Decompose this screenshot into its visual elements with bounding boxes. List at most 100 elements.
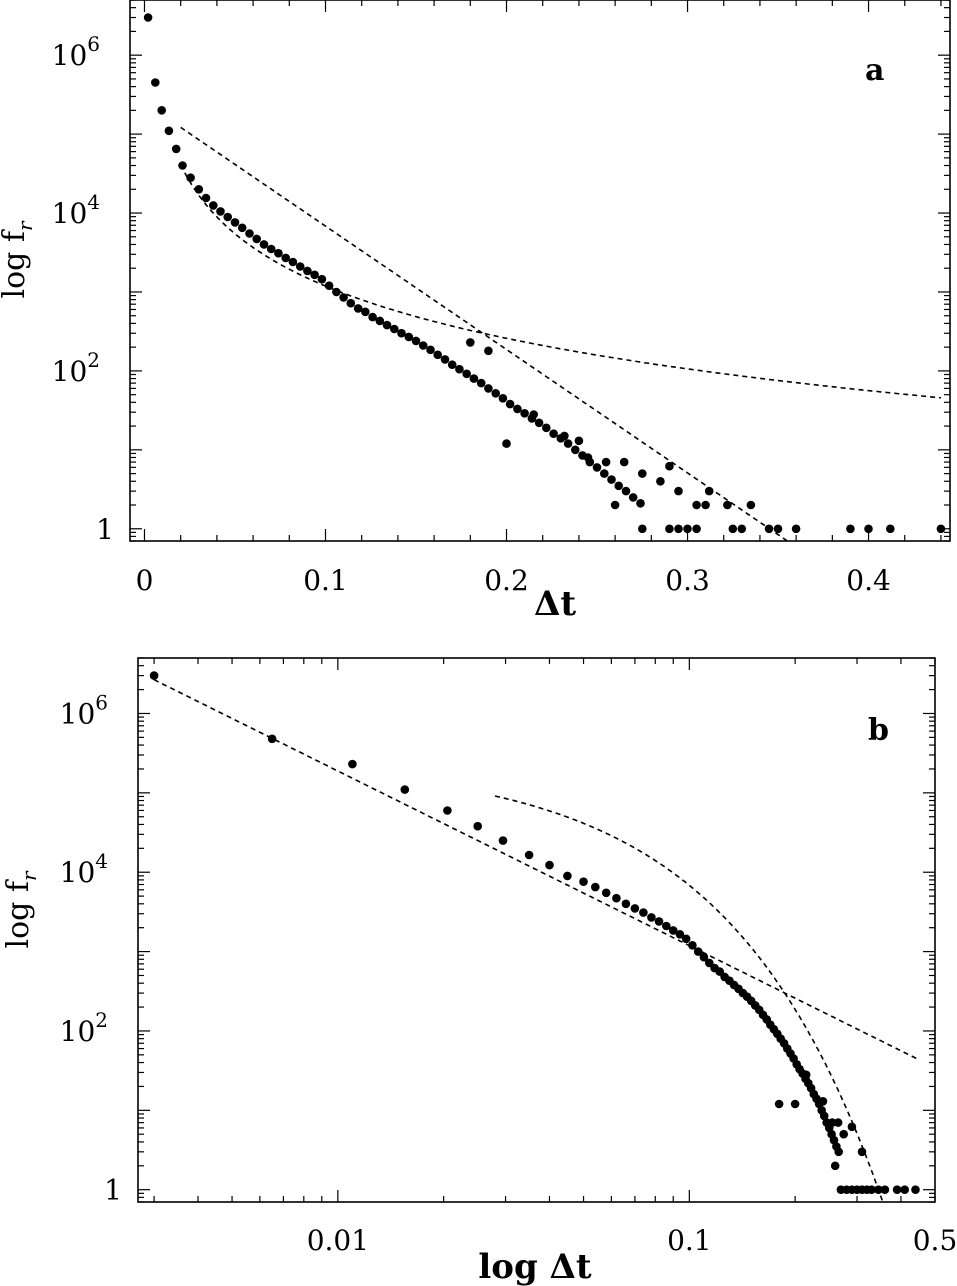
- y-tick-label: 106: [52, 32, 100, 72]
- data-point: [619, 457, 629, 467]
- data-point: [834, 1147, 843, 1157]
- data-point: [764, 524, 774, 534]
- x-tick-label: 0.1: [303, 564, 348, 597]
- data-point: [513, 404, 522, 414]
- panel-a-chart: 1 102 104 106 0 0.1 0.2 0.3 0.4 a Δt log fr: [0, 0, 951, 624]
- data-point: [656, 477, 665, 486]
- power-law-fit-line: [153, 678, 920, 1061]
- x-tick-label: 0: [136, 564, 154, 597]
- data-point: [674, 486, 683, 496]
- data-point: [801, 1070, 811, 1080]
- data-point: [411, 336, 421, 346]
- data-point: [469, 374, 479, 383]
- y-axis-title: log fr: [1, 870, 41, 949]
- data-point: [630, 904, 640, 913]
- data-point: [339, 293, 348, 302]
- data-point: [699, 952, 709, 962]
- data-point: [491, 389, 501, 398]
- data-point: [178, 161, 187, 170]
- data-point: [560, 431, 569, 441]
- data-point: [484, 346, 493, 356]
- data-point: [886, 524, 895, 534]
- data-point: [303, 266, 312, 276]
- data-point: [237, 223, 247, 233]
- data-point: [157, 106, 166, 115]
- data-point: [324, 281, 334, 291]
- data-point: [466, 338, 475, 347]
- data-point: [612, 893, 621, 903]
- y-tick-label: 102: [52, 348, 100, 388]
- data-point: [675, 930, 685, 939]
- data-point: [746, 500, 756, 510]
- data-point: [668, 926, 678, 935]
- data-point: [245, 229, 254, 238]
- data-point: [830, 1161, 840, 1171]
- data-point: [639, 908, 648, 917]
- y-tick-label: 1: [104, 1174, 122, 1207]
- data-point: [346, 298, 356, 308]
- panel-b-chart: 1 102 104 106 0.01 0.1 0.5 b log Δt log fr: [1, 657, 957, 1286]
- data-point: [505, 399, 515, 409]
- data-point: [607, 475, 616, 484]
- data-point: [692, 500, 701, 510]
- data-point: [563, 439, 573, 448]
- data-point: [549, 429, 558, 439]
- data-point: [601, 457, 611, 467]
- data-point: [267, 734, 277, 744]
- data-point: [818, 1097, 828, 1106]
- data-point: [274, 248, 283, 258]
- data-point: [591, 882, 600, 892]
- data-point: [662, 921, 671, 931]
- data-point: [636, 499, 645, 508]
- data-point: [911, 1185, 920, 1194]
- data-point: [728, 524, 738, 534]
- data-point: [375, 316, 385, 326]
- data-point: [674, 524, 683, 534]
- data-point: [692, 524, 701, 534]
- x-tick-label: 0.4: [846, 564, 891, 597]
- data-point: [774, 1099, 784, 1109]
- data-point: [473, 821, 483, 831]
- data-point: [288, 257, 298, 267]
- data-point: [583, 453, 593, 462]
- data-point: [545, 860, 554, 870]
- data-point: [880, 1185, 890, 1194]
- data-point: [390, 324, 399, 334]
- data-point: [447, 360, 457, 370]
- data-point: [498, 394, 508, 403]
- data-point: [348, 759, 357, 769]
- data-point: [151, 78, 160, 87]
- data-point: [194, 185, 204, 194]
- data-point: [574, 436, 584, 446]
- data-point: [310, 270, 319, 280]
- plot-frame: [137, 657, 936, 1203]
- data-point: [790, 1099, 800, 1109]
- data-point: [529, 410, 538, 419]
- data-point: [368, 312, 377, 322]
- x-tick-label: 0.2: [484, 564, 529, 597]
- data-point: [857, 1147, 867, 1157]
- data-point: [426, 345, 435, 355]
- data-point: [665, 461, 674, 471]
- data-point: [563, 871, 572, 881]
- data-point: [361, 307, 370, 317]
- data-point: [433, 350, 443, 360]
- data-point: [773, 524, 783, 534]
- data-point: [440, 355, 450, 364]
- data-point: [705, 958, 714, 968]
- data-point: [665, 524, 674, 534]
- data-point: [332, 287, 341, 297]
- data-point: [614, 481, 623, 491]
- data-point: [524, 850, 534, 860]
- y-tick-label: 102: [60, 1008, 108, 1048]
- data-point: [704, 486, 714, 496]
- data-point: [874, 1185, 883, 1194]
- x-tick-label: 0.3: [665, 564, 710, 597]
- data-point: [171, 144, 181, 154]
- data-point: [455, 364, 464, 374]
- data-point: [827, 1118, 837, 1127]
- data-point: [900, 1185, 909, 1194]
- panel-label: b: [868, 713, 889, 748]
- data-point: [638, 469, 647, 478]
